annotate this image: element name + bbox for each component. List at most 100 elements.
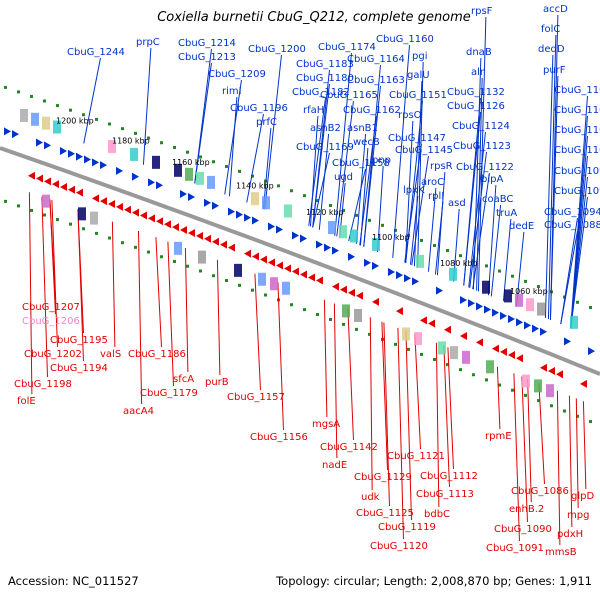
dot-track-1-mark (550, 404, 553, 408)
reverse-gene-label: CbuG_1113 (416, 489, 474, 500)
reverse-gene-label: CbuG_1121 (387, 451, 445, 462)
dot-track-0-mark (199, 155, 202, 159)
dot-track-0-mark (342, 208, 345, 212)
reverse-feature-block (534, 379, 542, 393)
forward-gene-label: rpsR (430, 161, 453, 172)
forward-feature-block (262, 196, 270, 210)
forward-gene-label: CbuG_1162 (343, 105, 401, 116)
reverse-gene-label: CbuG_1086 (511, 486, 569, 497)
reverse-gene-label: CbuG_1129 (354, 472, 412, 483)
reverse-gene-arrow (44, 177, 51, 186)
forward-feature-block (31, 112, 39, 126)
forward-leader-line (560, 230, 578, 325)
reverse-feature-block (234, 263, 242, 277)
dot-track-0-mark (589, 306, 592, 310)
forward-leader-line (83, 57, 101, 144)
dot-track-1-mark (147, 250, 150, 254)
dot-track-1-mark (303, 308, 306, 312)
forward-leader-line (570, 196, 588, 329)
dot-track-0-mark (329, 203, 332, 207)
forward-leader-line (348, 168, 366, 242)
reverse-gene-arrow (516, 354, 523, 363)
reverse-leader-line (216, 259, 221, 376)
dot-track-1-mark (472, 373, 475, 377)
forward-leader-line (392, 44, 410, 258)
forward-gene-arrow (228, 207, 235, 216)
reverse-gene-arrow (52, 180, 59, 189)
reverse-gene-arrow (212, 237, 219, 246)
reverse-leader-line (347, 308, 354, 441)
reverse-feature-block (258, 272, 266, 286)
dot-track-0-mark (277, 184, 280, 188)
forward-gene-label: prfC (256, 117, 277, 128)
forward-gene-label: rplI (428, 191, 444, 202)
reverse-feature-block (90, 211, 98, 225)
reverse-leader-line (41, 196, 48, 378)
position-label: 1080 kbp (440, 259, 478, 268)
dot-track-0-mark (381, 223, 384, 227)
feature-tracks (4, 108, 595, 398)
reverse-gene-label: pdxH (557, 529, 583, 540)
dot-track-0-mark (316, 199, 319, 203)
dot-track-1-mark (420, 352, 423, 356)
forward-leader-line (411, 155, 429, 266)
reverse-gene-arrow (332, 282, 339, 291)
forward-feature-block (570, 315, 578, 329)
forward-gene-arrow (268, 222, 275, 231)
forward-gene-label: rpsF (471, 6, 493, 17)
reverse-leader-line (538, 383, 545, 485)
dot-track-0-mark (69, 108, 72, 112)
reverse-gene-arrow (172, 223, 179, 232)
dot-track-1-mark (563, 409, 566, 413)
reverse-gene-arrow (580, 379, 587, 388)
dot-track-0-mark (95, 117, 98, 121)
dot-track-1-mark (498, 383, 501, 387)
dot-track-1-mark (225, 279, 228, 283)
reverse-gene-arrow (36, 174, 43, 183)
forward-gene-label: CbuG_1165 (320, 90, 378, 101)
reverse-gene-label: CbuG_1091 (486, 543, 544, 554)
forward-gene-arrow (236, 210, 243, 219)
forward-leader-line (434, 201, 444, 275)
forward-gene-arrow (372, 261, 379, 270)
position-labels: 1200 kbp 1180 kbp 1160 kbp 1140 kbp 1120 kbp… (56, 117, 548, 296)
reverse-gene-arrow (492, 344, 499, 353)
dot-track-0-mark (4, 85, 7, 89)
dot-track-1-mark (407, 347, 410, 351)
reverse-gene-arrow (164, 220, 171, 229)
forward-gene-label: CbuG_1126 (447, 101, 505, 112)
forward-gene-arrow (468, 299, 475, 308)
forward-gene-arrow (156, 181, 163, 190)
reverse-leader-line (568, 395, 573, 528)
forward-gene-label: dedE (509, 221, 534, 232)
reverse-leader-line (77, 209, 84, 362)
reverse-gene-arrow (60, 182, 67, 191)
reverse-gene-label: CbuG_1112 (420, 471, 478, 482)
dot-track-1-mark (368, 332, 371, 336)
forward-gene-arrow (332, 246, 339, 255)
forward-gene-label: CbuG_1200 (248, 44, 306, 55)
forward-leader-line (477, 16, 487, 292)
forward-gene-arrow (276, 225, 283, 234)
forward-gene-arrow (100, 161, 107, 170)
reverse-gene-arrow (476, 338, 483, 347)
dot-track-1-mark (264, 293, 267, 297)
forward-gene-label: dedD (538, 44, 565, 55)
forward-gene-label: CbuG_1183 (296, 59, 354, 70)
reverse-gene-label: valS (100, 349, 121, 360)
reverse-gene-arrow (556, 370, 563, 379)
forward-gene-label: CbuG_1104 (554, 85, 600, 96)
forward-gene-arrow (396, 271, 403, 280)
forward-gene-arrow (460, 296, 467, 305)
reverse-feature-block (450, 346, 458, 360)
forward-gene-arrow (60, 146, 67, 155)
reverse-gene-label: CbuG_1195 (50, 335, 108, 346)
forward-gene-label: CbuG_1102 (554, 125, 600, 136)
reverse-feature-block (42, 194, 50, 208)
dot-track-0-mark (43, 99, 46, 103)
reverse-gene-label: CbuG_1090 (494, 524, 552, 535)
forward-gene-arrow (516, 318, 523, 327)
forward-gene-label: CbuG_1182 (292, 87, 350, 98)
reverse-leader-line (28, 192, 33, 395)
forward-leader-line (544, 54, 554, 318)
